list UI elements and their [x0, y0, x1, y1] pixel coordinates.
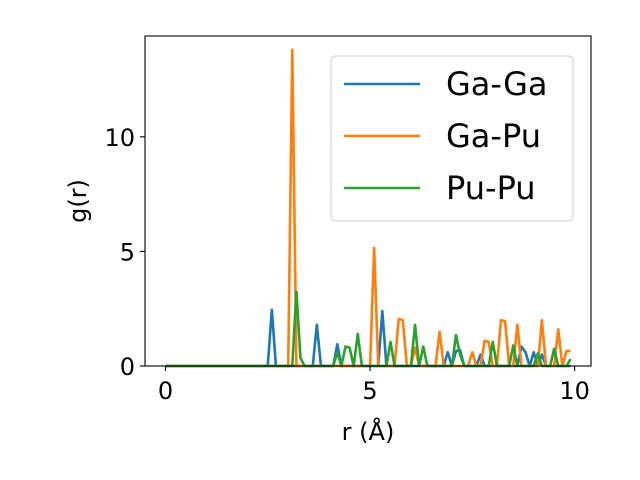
- series-line-pu-pu: [165, 290, 572, 368]
- x-axis-label: r (Å): [342, 417, 395, 446]
- y-tick-label: 0: [120, 353, 135, 381]
- y-axis-label: g(r): [64, 179, 92, 223]
- plot-area: 0 5 10 0 5 10: [104, 35, 592, 405]
- x-tick-label: 10: [559, 377, 590, 405]
- legend-box: [330, 55, 574, 222]
- axes-frame: [144, 35, 592, 367]
- x-tick-label: 0: [158, 377, 173, 405]
- x-tick-label: 5: [362, 377, 377, 405]
- legend: Ga-Ga Ga-Pu Pu-Pu: [330, 55, 574, 222]
- legend-label-pu-pu: Pu-Pu: [446, 169, 536, 207]
- y-tick-label: 10: [104, 124, 135, 152]
- legend-label-ga-ga: Ga-Ga: [446, 65, 548, 103]
- legend-label-ga-pu: Ga-Pu: [446, 117, 541, 155]
- y-tick-label: 5: [120, 238, 135, 266]
